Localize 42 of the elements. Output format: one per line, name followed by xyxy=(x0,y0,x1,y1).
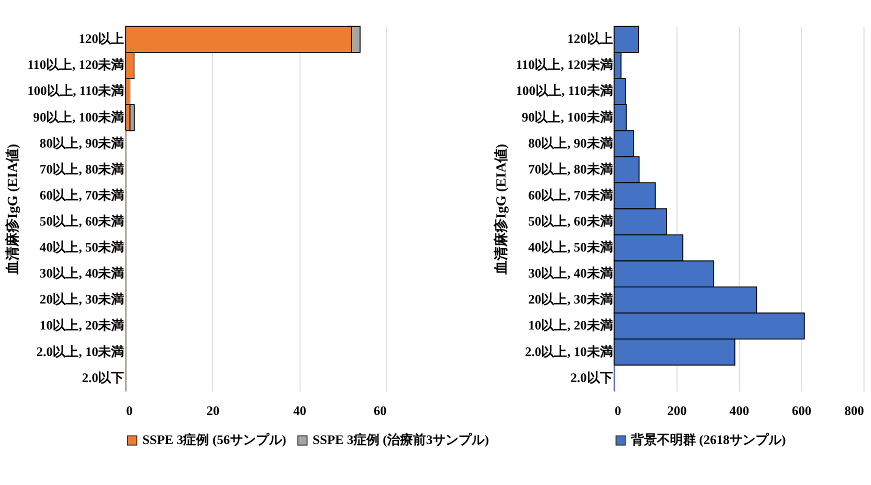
y-tick-label: 10以上, 20未満 xyxy=(40,318,124,333)
legend-label: SSPE 3症例 (56サンプル) xyxy=(142,432,286,448)
y-tick-label: 2.0以下 xyxy=(570,370,613,385)
y-tick-label: 20以上, 30未満 xyxy=(528,292,613,307)
y-tick-label: 100以上, 110未満 xyxy=(27,83,124,98)
y-tick-label: 2.0以上, 10未満 xyxy=(36,344,124,359)
y-tick-label: 70以上, 80未満 xyxy=(40,161,124,176)
y-tick-label: 90以上, 100未満 xyxy=(33,109,124,124)
x-tick-label: 0 xyxy=(126,402,134,418)
y-tick-label: 110以上, 120未満 xyxy=(516,57,613,72)
y-tick-label: 2.0以下 xyxy=(82,370,124,385)
y-tick-label: 40以上, 50未満 xyxy=(40,240,124,255)
x-tick-label: 400 xyxy=(730,402,750,418)
y-tick-label: 30以上, 40未満 xyxy=(528,266,613,281)
y-tick-label: 30以上, 40未満 xyxy=(40,266,124,281)
y-tick-label: 120以上 xyxy=(78,31,124,46)
legend-label: 背景不明群 (2618サンプル) xyxy=(630,432,786,448)
x-tick-label: 0 xyxy=(614,402,622,418)
y-tick-label: 80以上, 90未満 xyxy=(40,135,124,150)
y-tick-label: 20以上, 30未満 xyxy=(40,292,124,307)
x-tick-label: 200 xyxy=(667,402,688,418)
y-axis-title: 血清麻疹IgG (EIA値) xyxy=(4,143,22,276)
y-tick-label: 90以上, 100未満 xyxy=(522,109,613,124)
y-tick-label: 50以上, 60未満 xyxy=(528,214,613,229)
legend-label: SSPE 3症例 (治療前3サンプル) xyxy=(312,432,489,448)
y-tick-label: 40以上, 50未満 xyxy=(528,240,613,255)
y-tick-label: 70以上, 80未満 xyxy=(528,161,613,176)
y-tick-label: 120以上 xyxy=(567,31,613,46)
y-tick-label: 60以上, 70未満 xyxy=(528,187,613,202)
x-tick-label: 800 xyxy=(844,402,865,418)
y-tick-label: 100以上, 110未満 xyxy=(516,83,613,98)
x-tick-label: 40 xyxy=(293,402,307,418)
x-tick-label: 20 xyxy=(206,402,220,418)
y-axis-title: 血清麻疹IgG (EIA値) xyxy=(492,143,510,276)
y-tick-label: 60以上, 70未満 xyxy=(40,187,124,202)
y-tick-label: 2.0以上, 10未満 xyxy=(524,344,613,359)
y-tick-label: 80以上, 90未満 xyxy=(528,135,613,150)
y-tick-label: 10以上, 20未満 xyxy=(528,318,613,333)
x-tick-label: 600 xyxy=(792,402,812,418)
x-tick-label: 60 xyxy=(374,402,388,418)
y-tick-label: 110以上, 120未満 xyxy=(27,57,124,72)
y-tick-label: 50以上, 60未満 xyxy=(40,214,124,229)
